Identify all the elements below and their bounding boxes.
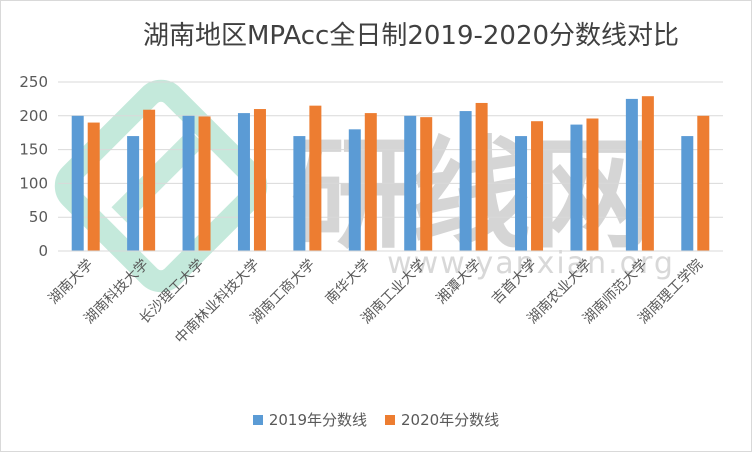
legend-item-2020: 2020年分数线 xyxy=(385,409,499,430)
bar-2019 xyxy=(404,115,417,251)
y-tick-label: 150 xyxy=(19,141,48,159)
bar-2019 xyxy=(348,129,361,251)
bar-2020 xyxy=(420,117,433,251)
y-tick-label: 250 xyxy=(19,73,48,91)
bar-2020 xyxy=(198,116,211,251)
y-tick-label: 0 xyxy=(38,242,48,260)
bar-2020 xyxy=(475,102,488,252)
bar-2019 xyxy=(237,113,250,251)
chart-title: 湖南地区MPAcc全日制2019-2020分数线对比 xyxy=(142,21,680,51)
y-tick-label: 50 xyxy=(29,208,48,226)
bar-2019 xyxy=(681,136,694,251)
bar-2019 xyxy=(570,124,583,251)
bar-2020 xyxy=(87,122,100,251)
bar-2019 xyxy=(459,111,472,252)
legend-label-2020: 2020年分数线 xyxy=(401,411,500,429)
watermark-logo-square xyxy=(54,79,268,293)
bar-2019 xyxy=(625,98,638,252)
bar-2020 xyxy=(531,121,544,251)
category-label: 湖南大学 xyxy=(46,257,97,308)
y-tick-label: 200 xyxy=(19,107,48,125)
bar-2019 xyxy=(293,136,306,251)
bar-2020 xyxy=(364,113,377,251)
bar-2019 xyxy=(71,115,84,251)
bar-2020 xyxy=(309,105,322,251)
legend-swatch-2019 xyxy=(252,414,263,425)
bar-2019 xyxy=(515,136,528,251)
bar-2020 xyxy=(143,109,156,251)
bar-2020 xyxy=(253,109,266,251)
y-tick-label: 100 xyxy=(19,174,48,192)
watermark-url: www.yanxian.org xyxy=(387,246,675,281)
bar-2019 xyxy=(182,115,195,251)
legend-label-2019: 2019年分数线 xyxy=(268,411,367,429)
legend-item-2019: 2019年分数线 xyxy=(252,409,367,430)
chart-legend: 2019年分数线 2020年分数线 xyxy=(1,409,751,430)
legend-swatch-2020 xyxy=(385,414,395,425)
bar-2020 xyxy=(697,115,710,251)
bar-2020 xyxy=(586,118,599,251)
bar-2019 xyxy=(127,136,140,251)
bar-2020 xyxy=(641,96,654,251)
